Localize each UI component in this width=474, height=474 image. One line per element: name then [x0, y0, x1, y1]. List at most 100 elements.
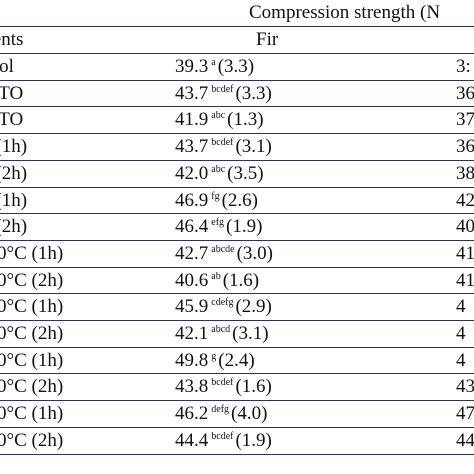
- significance-letters: ab: [211, 270, 221, 282]
- fir-value: 43.8 bcdef (1.6): [175, 374, 272, 400]
- next-column-value: 36: [456, 136, 474, 158]
- treatment-label: C (2h): [0, 216, 28, 238]
- fir-mean: 41.9: [175, 109, 209, 131]
- fir-sd: (2.9): [235, 296, 272, 318]
- next-column-value: 4: [456, 349, 466, 371]
- fir-mean: 45.9: [175, 296, 209, 318]
- treatment-label: 200°C (2h): [0, 429, 64, 451]
- next-column-value: 36: [456, 82, 474, 104]
- fir-sd: (4.0): [231, 403, 268, 425]
- significance-letters: abc: [211, 110, 226, 122]
- fir-sd: (3.3): [217, 56, 255, 77]
- significance-letters: a: [211, 57, 216, 68]
- treatment-label: C (1h): [0, 189, 28, 211]
- fir-sd: (3.3): [235, 82, 272, 104]
- treatment-label: % TO: [0, 109, 24, 131]
- next-column-value: 4: [456, 296, 466, 318]
- fir-mean: 42.7: [175, 242, 209, 264]
- fir-value: 44.4 bcdef (1.9): [175, 428, 272, 454]
- table-row: ntrol 39.3a(3.3) 3:: [0, 54, 474, 81]
- fir-value: 41.9 abc (1.3): [175, 107, 264, 133]
- significance-letters: cdefg: [211, 297, 234, 309]
- fir-mean: 49.8: [175, 349, 209, 371]
- next-column-value: 47: [456, 403, 474, 425]
- treatment-label: ntrol: [0, 56, 14, 77]
- fir-sd: (1.9): [235, 429, 272, 451]
- row-rule: [0, 213, 474, 215]
- top-rule: [0, 26, 474, 27]
- fir-mean: 46.2: [175, 403, 209, 425]
- row-rule: [0, 293, 474, 295]
- fir-value: 49.8 g (2.4): [175, 348, 255, 374]
- significance-letters: abcde: [211, 243, 235, 255]
- treatment-label: 180°C (1h): [0, 296, 64, 318]
- next-column-value: 41: [456, 269, 474, 291]
- fir-mean: 46.4: [175, 216, 209, 238]
- treatment-label: 200°C (1h): [0, 403, 64, 425]
- table-row: C (1h) 46.9fg(2.6) 42: [0, 188, 474, 215]
- treatment-label: 200°C (1h): [0, 349, 64, 371]
- fir-sd: (3.1): [235, 136, 272, 158]
- next-column-value: 43: [456, 376, 474, 398]
- header-treatments: ments: [0, 29, 24, 50]
- fir-sd: (1.9): [226, 216, 263, 238]
- fir-sd: (3.5): [227, 162, 264, 184]
- significance-letters: efg: [211, 217, 225, 229]
- significance-letters: bcdef: [211, 430, 234, 442]
- row-rule: [0, 453, 474, 455]
- fir-value: 43.7 bcdef (3.3): [175, 81, 272, 107]
- treatment-label: % TO: [0, 82, 24, 104]
- row-rule: [0, 133, 474, 135]
- treatment-label: 180°C (2h): [0, 269, 64, 291]
- row-rule: [0, 346, 474, 348]
- fir-value: 42.0 abc (3.5): [175, 161, 264, 187]
- fir-value: 46.4 efg (1.9): [175, 214, 262, 240]
- fir-mean: 40.6: [175, 269, 209, 291]
- fir-value: 45.9 cdefg (2.9): [175, 294, 272, 320]
- fir-mean: 43.7: [175, 82, 209, 104]
- fir-sd: (3.1): [232, 323, 269, 344]
- fir-value: 42.7 abcde (3.0): [175, 241, 273, 267]
- fir-sd: (3.0): [236, 242, 273, 264]
- significance-letters: abcd: [211, 324, 231, 335]
- treatment-label: C (1h): [0, 136, 28, 158]
- treatment-label: C (2h): [0, 162, 28, 184]
- fir-value: 43.7 bcdef (3.1): [175, 134, 272, 160]
- row-rule: [0, 239, 474, 241]
- row-rule: [0, 106, 474, 108]
- fir-value: 46.2 defg (4.0): [175, 401, 267, 427]
- next-column-value: 41: [456, 242, 474, 264]
- header-rule: [0, 53, 474, 54]
- significance-letters: fg: [211, 190, 220, 202]
- fir-mean: 43.8: [175, 376, 209, 398]
- fir-mean: 46.9: [175, 189, 209, 211]
- fir-value: 40.6 ab (1.6): [175, 268, 259, 294]
- table-row: 200°C (1h) 49.8g(2.4) 4: [0, 348, 474, 375]
- next-column-value: 40: [456, 216, 474, 238]
- fir-mean: 44.4: [175, 429, 209, 451]
- header-row: ments Fir: [0, 27, 474, 54]
- next-column-value: 38: [456, 162, 474, 184]
- row-rule: [0, 159, 474, 161]
- fir-sd: (2.4): [218, 349, 255, 371]
- table-row: 180°C (2h) 40.6ab(1.6) 41: [0, 268, 474, 295]
- fir-value: 39.3 a (3.3): [175, 54, 254, 80]
- fir-value: 42.1 abcd (3.1): [175, 321, 269, 347]
- treatment-label: 180°C (1h): [0, 242, 64, 264]
- significance-letters: bcdef: [211, 83, 234, 95]
- row-rule: [0, 79, 474, 81]
- treatment-label: 180°C (2h): [0, 323, 64, 344]
- fir-sd: (1.6): [235, 376, 272, 398]
- significance-letters: g: [211, 350, 217, 362]
